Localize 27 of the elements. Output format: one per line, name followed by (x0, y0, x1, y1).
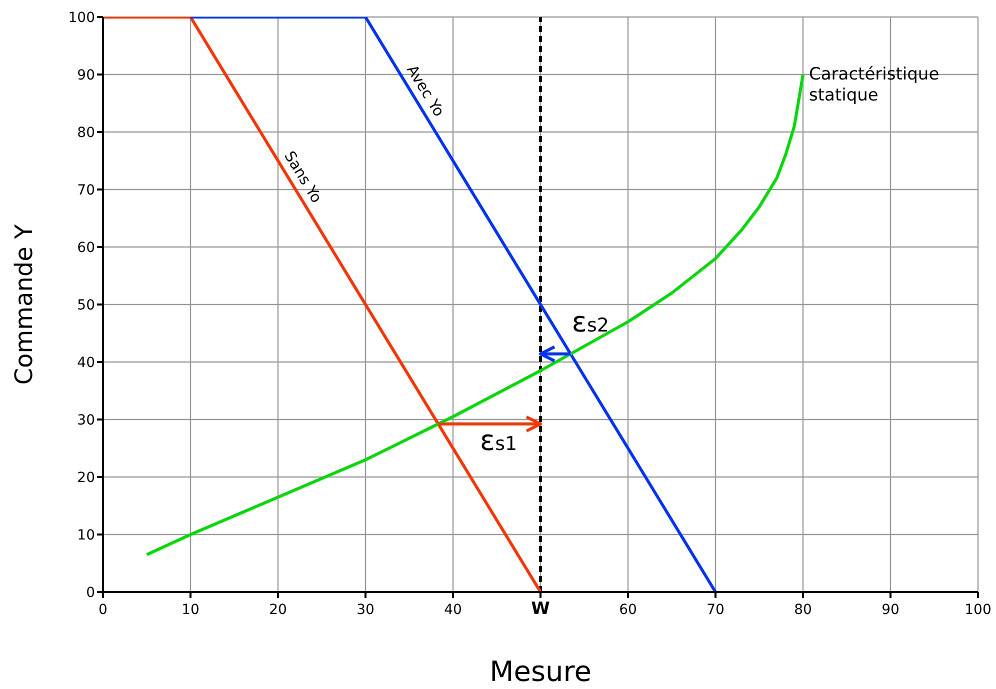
y-tick-label: 10 (77, 527, 95, 544)
y-tick-label: 100 (68, 10, 95, 26)
x-tick-label: 40 (444, 602, 462, 618)
y-tick-label: 80 (77, 124, 95, 141)
y-axis-title: Commande Y (10, 224, 38, 385)
x-tick-label: W (531, 599, 550, 619)
y-tick-label: 0 (86, 584, 95, 601)
x-tick-label: 80 (794, 602, 812, 618)
annotation: εs1 (480, 424, 518, 457)
y-tick-label: 40 (77, 354, 95, 371)
x-axis-title: Mesure (490, 655, 592, 688)
x-tick-label: 60 (619, 602, 637, 618)
x-tick-label: 0 (98, 602, 108, 618)
x-tick-label: 90 (882, 602, 900, 618)
y-tick-label: 30 (77, 412, 95, 428)
x-tick-label: 70 (706, 602, 724, 618)
y-tick-label: 90 (77, 67, 95, 84)
x-tick-label: 100 (964, 602, 992, 618)
x-tick-label: 30 (356, 602, 374, 618)
y-tick-label: 50 (77, 297, 95, 314)
y-tick-label: 20 (77, 470, 95, 486)
series-label: Caractéristique statique (809, 64, 940, 106)
y-tick-label: 60 (77, 240, 95, 256)
annotation: εs2 (572, 305, 609, 338)
x-tick-label: 10 (182, 602, 200, 618)
x-tick-label: 20 (269, 602, 287, 618)
y-tick-label: 70 (77, 182, 95, 198)
